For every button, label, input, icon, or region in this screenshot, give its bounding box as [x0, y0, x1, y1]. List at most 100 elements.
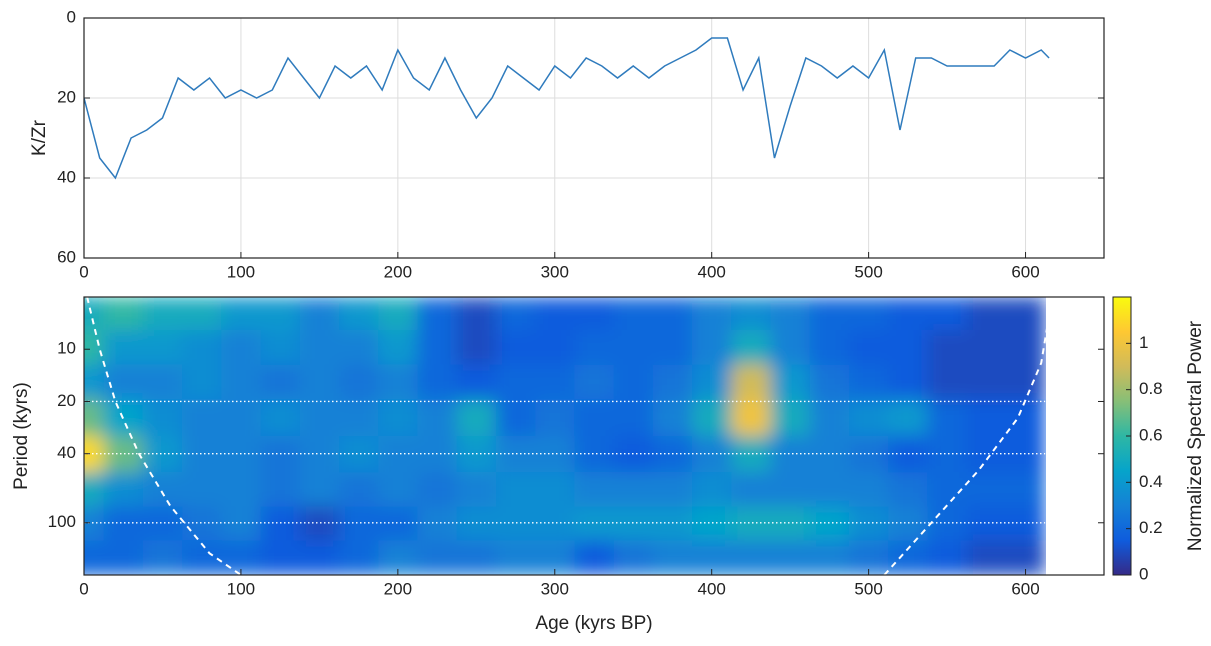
- heatmap-cell: [339, 506, 379, 541]
- colorbar-tick-label: 1: [1139, 333, 1148, 352]
- heatmap-cell: [888, 364, 928, 400]
- heatmap-cell: [299, 399, 340, 437]
- heatmap-cell: [221, 329, 262, 366]
- heatmap-cell: [770, 472, 811, 508]
- heatmap-cell: [378, 364, 418, 400]
- heatmap-cell: [456, 329, 497, 366]
- heatmap-cell: [103, 540, 144, 575]
- heatmap-cell: [417, 399, 458, 437]
- heatmap-cell: [652, 540, 693, 575]
- heatmap-cell: [535, 364, 575, 400]
- heatmap-cell: [809, 364, 850, 400]
- heatmap-cell: [966, 540, 1007, 575]
- heatmap-cell: [652, 506, 693, 541]
- heatmap-cell: [888, 399, 928, 437]
- heatmap-cell: [613, 329, 654, 366]
- heatmap-cell: [927, 399, 968, 437]
- colorbar-tick-label: 0.6: [1139, 425, 1163, 444]
- heatmap-cell: [417, 540, 458, 575]
- heatmap-cell: [84, 329, 105, 366]
- heatmap-cell: [849, 329, 889, 366]
- heatmap-cell: [84, 364, 105, 400]
- heatmap-cell: [927, 297, 968, 331]
- heatmap-cell: [299, 329, 340, 366]
- heatmap-cell: [692, 297, 732, 331]
- heatmap-cell: [221, 472, 262, 508]
- heatmap-cell: [339, 364, 379, 400]
- heatmap-cell: [182, 329, 222, 366]
- heatmap-cell: [142, 472, 183, 508]
- heatmap-cell: [260, 472, 301, 508]
- heatmap-cell: [1005, 472, 1046, 508]
- heatmap-cell: [888, 297, 928, 331]
- y-tick-label: 20: [57, 87, 76, 106]
- heatmap-cell: [809, 436, 850, 473]
- heatmap-cell: [535, 506, 575, 541]
- heatmap-cell: [731, 540, 772, 575]
- heatmap-cell: [260, 297, 301, 331]
- heatmap-cell: [84, 297, 105, 331]
- x-tick-label: 500: [854, 579, 882, 598]
- heatmap-cell: [495, 329, 536, 366]
- heatmap-cell: [692, 472, 732, 508]
- heatmap-cell: [417, 472, 458, 508]
- colorbar-label: Normalized Spectral Power: [1185, 320, 1206, 551]
- heatmap-cell: [1005, 399, 1046, 437]
- heatmap-cell: [574, 472, 615, 508]
- heatmap-cell: [849, 297, 889, 331]
- heatmap-cell: [849, 472, 889, 508]
- heatmap-cell: [260, 399, 301, 437]
- heatmap-cell: [535, 399, 575, 437]
- heatmap-cell: [142, 364, 183, 400]
- heatmap-cell: [809, 297, 850, 331]
- heatmap-cell: [299, 436, 340, 473]
- heatmap-cell: [770, 399, 811, 437]
- y-axis-label: K/Zr: [29, 119, 50, 156]
- heatmap-cell: [809, 472, 850, 508]
- heatmap-cell: [495, 436, 536, 473]
- heatmap-cell: [888, 506, 928, 541]
- x-axis-label: Age (kyrs BP): [535, 613, 652, 634]
- heatmap-cell: [103, 506, 144, 541]
- heatmap-cell: [613, 472, 654, 508]
- colorbar-tick-label: 0.8: [1139, 379, 1163, 398]
- y-tick-label: 40: [57, 443, 76, 462]
- heatmap: [84, 297, 1046, 575]
- y-tick-label: 40: [57, 167, 76, 186]
- heatmap-cell: [849, 364, 889, 400]
- heatmap-cell: [652, 472, 693, 508]
- x-tick-label: 600: [1011, 579, 1039, 598]
- heatmap-cell: [339, 399, 379, 437]
- heatmap-cell: [299, 297, 340, 331]
- heatmap-cell: [182, 472, 222, 508]
- heatmap-cell: [809, 399, 850, 437]
- x-tick-label: 100: [227, 262, 255, 281]
- heatmap-cell: [613, 540, 654, 575]
- heatmap-cell: [182, 297, 222, 331]
- heatmap-cell: [84, 540, 105, 575]
- y-axis-label: Period (kyrs): [11, 382, 32, 490]
- heatmap-cell: [260, 506, 301, 541]
- x-tick-label: 0: [79, 262, 88, 281]
- heatmap-cell: [574, 540, 615, 575]
- heatmap-cell: [456, 399, 497, 437]
- heatmap-cell: [182, 506, 222, 541]
- heatmap-cell: [299, 540, 340, 575]
- x-tick-label: 600: [1011, 262, 1039, 281]
- heatmap-cell: [378, 399, 418, 437]
- heatmap-cell: [770, 364, 811, 400]
- heatmap-cell: [84, 399, 105, 437]
- heatmap-cell: [731, 472, 772, 508]
- heatmap-cell: [888, 472, 928, 508]
- x-tick-label: 300: [541, 579, 569, 598]
- heatmap-cell: [339, 329, 379, 366]
- x-tick-label: 0: [79, 579, 88, 598]
- heatmap-cells: [84, 297, 1046, 575]
- cone-of-influence: [86, 297, 1054, 575]
- heatmap-cell: [221, 399, 262, 437]
- heatmap-cell: [1005, 297, 1046, 331]
- heatmap-cell: [495, 364, 536, 400]
- heatmap-cell: [495, 297, 536, 331]
- x-tick-label: 200: [384, 262, 412, 281]
- heatmap-cell: [731, 399, 772, 437]
